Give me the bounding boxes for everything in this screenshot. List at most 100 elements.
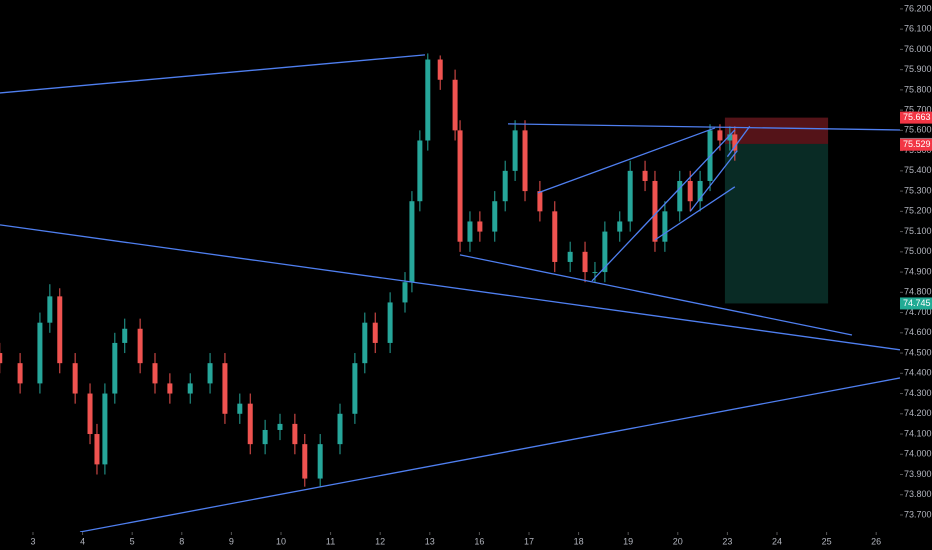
candle-body: [112, 342, 118, 394]
trendline: [537, 127, 716, 194]
candle-body: [592, 272, 598, 274]
candle-body: [302, 444, 308, 479]
candle-body: [167, 383, 173, 394]
y-tick-label: 74.200: [904, 408, 932, 418]
x-tick-label: 12: [375, 536, 385, 546]
price-marker: [900, 138, 932, 151]
candle-body: [152, 363, 158, 384]
candle-body: [387, 302, 393, 343]
x-tick-label: 23: [722, 536, 732, 546]
x-tick-label: 3: [30, 536, 35, 546]
time-axis-bg: [0, 532, 932, 550]
candle-body: [262, 429, 268, 445]
candle-body: [402, 282, 408, 303]
trendline: [726, 125, 751, 158]
candle-body: [317, 444, 323, 479]
candle-body: [337, 413, 343, 445]
trendline: [0, 224, 901, 351]
candle-body: [37, 322, 43, 384]
candle-body: [352, 363, 358, 414]
candle-body: [522, 130, 528, 192]
y-tick-label: 75.600: [904, 125, 932, 135]
candle-body: [57, 296, 63, 364]
trendline: [459, 254, 853, 336]
candle-body: [512, 130, 518, 171]
trendline: [79, 377, 901, 533]
y-tick-label: 75.400: [904, 165, 932, 175]
candle-body: [72, 363, 78, 394]
candle-body: [0, 353, 3, 364]
y-tick-label: 74.900: [904, 266, 932, 276]
x-tick-label: 25: [822, 536, 832, 546]
y-tick-label: 75.300: [904, 185, 932, 195]
y-tick-label: 73.700: [904, 509, 932, 519]
candle-body: [437, 59, 443, 80]
y-tick-label: 75.100: [904, 226, 932, 236]
trendline: [507, 123, 901, 131]
price-axis-bg: [900, 0, 932, 550]
y-tick-label: 76.100: [904, 24, 932, 34]
trendline: [591, 129, 736, 282]
candle-body: [417, 140, 423, 202]
candle-body: [87, 393, 93, 435]
x-tick-label: 5: [130, 536, 135, 546]
x-tick-label: 13: [425, 536, 435, 546]
x-tick-label: 18: [574, 536, 584, 546]
candle-body: [467, 221, 473, 242]
candle-body: [237, 403, 243, 414]
candle-body: [677, 180, 683, 212]
candle-body: [137, 328, 143, 364]
price-marker-label: 75.663: [903, 112, 931, 122]
x-tick-label: 17: [524, 536, 534, 546]
candle-body: [362, 322, 368, 364]
x-tick-label: 10: [276, 536, 286, 546]
price-marker-label: 75.529: [903, 139, 931, 149]
y-tick-label: 74.400: [904, 368, 932, 378]
y-tick-label: 75.700: [904, 104, 932, 114]
candle-body: [492, 201, 498, 232]
candle-body: [662, 211, 668, 242]
candle-body: [697, 180, 703, 202]
y-tick-label: 73.900: [904, 469, 932, 479]
y-tick-label: 74.600: [904, 327, 932, 337]
y-tick-label: 75.800: [904, 84, 932, 94]
candle-body: [292, 423, 298, 445]
candle-body: [717, 130, 723, 141]
x-tick-label: 20: [673, 536, 683, 546]
candle-body: [17, 363, 23, 384]
target-zone: [724, 143, 829, 304]
candle-body: [582, 251, 588, 273]
candle-body: [207, 363, 213, 384]
candle-body: [277, 423, 283, 430]
candle-body: [687, 180, 693, 202]
y-tick-label: 74.100: [904, 428, 932, 438]
trendline: [0, 54, 426, 94]
candle-body: [732, 134, 738, 151]
y-tick-label: 74.300: [904, 388, 932, 398]
y-tick-label: 74.700: [904, 307, 932, 317]
y-tick-label: 75.200: [904, 206, 932, 216]
x-tick-label: 8: [179, 536, 184, 546]
candle-body: [617, 221, 623, 232]
y-tick-label: 74.000: [904, 449, 932, 459]
y-tick-label: 76.200: [904, 3, 932, 13]
x-tick-label: 11: [326, 536, 335, 546]
y-tick-label: 74.500: [904, 347, 932, 357]
candle-body: [187, 383, 193, 394]
candle-body: [602, 231, 608, 273]
candle-body: [567, 251, 573, 262]
candle-body: [372, 322, 378, 343]
candle-body: [94, 434, 100, 465]
candle-body: [457, 130, 463, 242]
x-tick-label: 19: [623, 536, 633, 546]
candle-body: [502, 170, 508, 202]
candle-body: [452, 79, 458, 131]
price-marker: [900, 297, 932, 310]
candle-body: [222, 363, 228, 414]
y-tick-label: 75.000: [904, 246, 932, 256]
x-tick-label: 9: [229, 536, 234, 546]
trendline: [689, 150, 738, 212]
candle-body: [552, 211, 558, 262]
